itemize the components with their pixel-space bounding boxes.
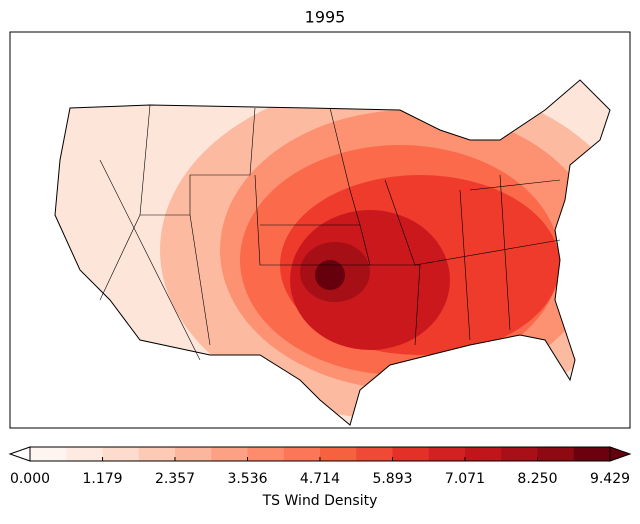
colorbar-segment bbox=[211, 447, 248, 461]
state-borders bbox=[99, 104, 561, 361]
coastline bbox=[54, 79, 611, 426]
colorbar-tick-label: 5.893 bbox=[372, 471, 412, 487]
colorbar-segment bbox=[175, 447, 212, 461]
colorbar-segment bbox=[138, 447, 176, 461]
colorbar-segment bbox=[465, 447, 502, 461]
colorbar-segment bbox=[66, 447, 103, 461]
colorbar-tick-label: 4.714 bbox=[300, 471, 340, 487]
colorbar-segment bbox=[428, 447, 466, 461]
colorbar-segment bbox=[392, 447, 430, 461]
colorbar-tick-label: 1.179 bbox=[82, 471, 122, 487]
colorbar-segment bbox=[573, 447, 611, 461]
colorbar-segment bbox=[501, 447, 538, 461]
colorbar-tick-label: 2.357 bbox=[155, 471, 195, 487]
map-title: 1995 bbox=[305, 8, 346, 27]
colorbar-segment bbox=[283, 447, 321, 461]
colorbar-segment bbox=[247, 447, 285, 461]
colorbar-tick-label: 3.536 bbox=[227, 471, 267, 487]
colorbar-segment bbox=[320, 447, 357, 461]
colorbar-under bbox=[8, 446, 31, 462]
colorbar-segment bbox=[537, 447, 575, 461]
colorbar-tick-label: 9.429 bbox=[590, 471, 630, 487]
colorbar-segment bbox=[30, 447, 67, 461]
colorbar-tick-label: 0.000 bbox=[10, 471, 50, 487]
colorbar-tick-label: 8.250 bbox=[517, 471, 557, 487]
colorbar-segment bbox=[356, 447, 393, 461]
colorbar: 0.000 1.179 2.357 3.536 4.714 5.893 7.071 8.250… bbox=[8, 446, 632, 487]
colorbar-label: TS Wind Density bbox=[262, 493, 378, 509]
colorbar-tick-label: 7.071 bbox=[445, 471, 485, 487]
colorbar-segment bbox=[102, 447, 140, 461]
colorbar-over bbox=[609, 446, 632, 462]
